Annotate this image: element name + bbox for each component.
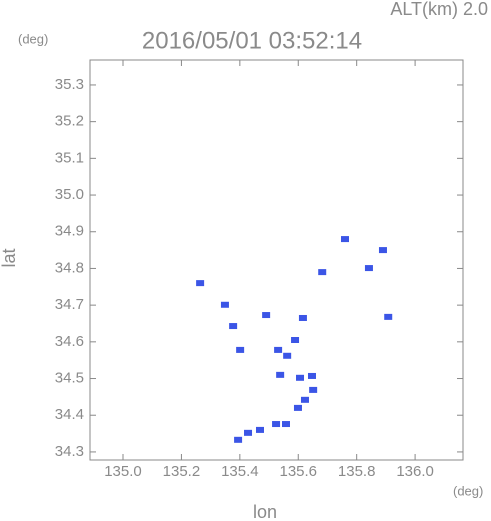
chart-subtitle: ALT(km) 2.0 bbox=[390, 0, 488, 19]
y-tick-label: 34.3 bbox=[55, 443, 84, 460]
echo-point bbox=[307, 372, 316, 379]
echo-point bbox=[364, 265, 373, 272]
x-unit: (deg) bbox=[453, 483, 483, 498]
echo-point bbox=[276, 371, 285, 378]
echo-point bbox=[283, 352, 292, 359]
plot-frame bbox=[89, 59, 464, 461]
y-unit: (deg) bbox=[18, 31, 48, 46]
echo-point bbox=[309, 386, 318, 393]
echo-point bbox=[298, 314, 307, 321]
echo-point bbox=[244, 429, 253, 436]
y-tick-label: 34.9 bbox=[55, 223, 84, 240]
echo-point bbox=[378, 247, 387, 254]
echo-point bbox=[255, 426, 264, 433]
echo-point bbox=[300, 396, 309, 403]
echo-point bbox=[318, 269, 327, 276]
y-tick-label: 34.6 bbox=[55, 333, 84, 350]
x-axis-label: lon bbox=[253, 502, 277, 521]
echo-point bbox=[293, 404, 302, 411]
y-tick-label: 34.8 bbox=[55, 259, 84, 276]
y-tick-label: 35.2 bbox=[55, 113, 84, 130]
echo-point bbox=[281, 421, 290, 428]
y-tick-label: 34.7 bbox=[55, 296, 84, 313]
y-tick-label: 35.3 bbox=[55, 76, 84, 93]
x-tick-label: 135.4 bbox=[221, 463, 259, 480]
x-tick-label: 135.2 bbox=[163, 463, 201, 480]
echo-point bbox=[220, 301, 229, 308]
echo-point bbox=[236, 346, 245, 353]
echo-point bbox=[272, 421, 281, 428]
x-tick-label: 136.0 bbox=[396, 463, 434, 480]
echo-point bbox=[274, 346, 283, 353]
x-tick-label: 135.8 bbox=[338, 463, 376, 480]
y-tick-label: 35.1 bbox=[55, 149, 84, 166]
y-tick-label: 34.4 bbox=[55, 406, 84, 423]
echo-point bbox=[291, 337, 300, 343]
echo-point bbox=[296, 374, 305, 381]
echo-point bbox=[340, 236, 349, 243]
y-tick-label: 34.5 bbox=[55, 370, 84, 387]
x-tick-label: 135.6 bbox=[279, 463, 317, 480]
echo-point bbox=[234, 436, 243, 443]
echo-point bbox=[229, 323, 238, 330]
echo-point bbox=[262, 312, 271, 319]
y-axis-label: lat bbox=[0, 248, 19, 267]
x-tick-label: 135.0 bbox=[104, 463, 142, 480]
echo-point bbox=[384, 313, 393, 320]
echo-point bbox=[196, 280, 205, 287]
chart-title: 2016/05/01 03:52:14 bbox=[142, 27, 362, 54]
y-tick-label: 35.0 bbox=[55, 186, 84, 203]
